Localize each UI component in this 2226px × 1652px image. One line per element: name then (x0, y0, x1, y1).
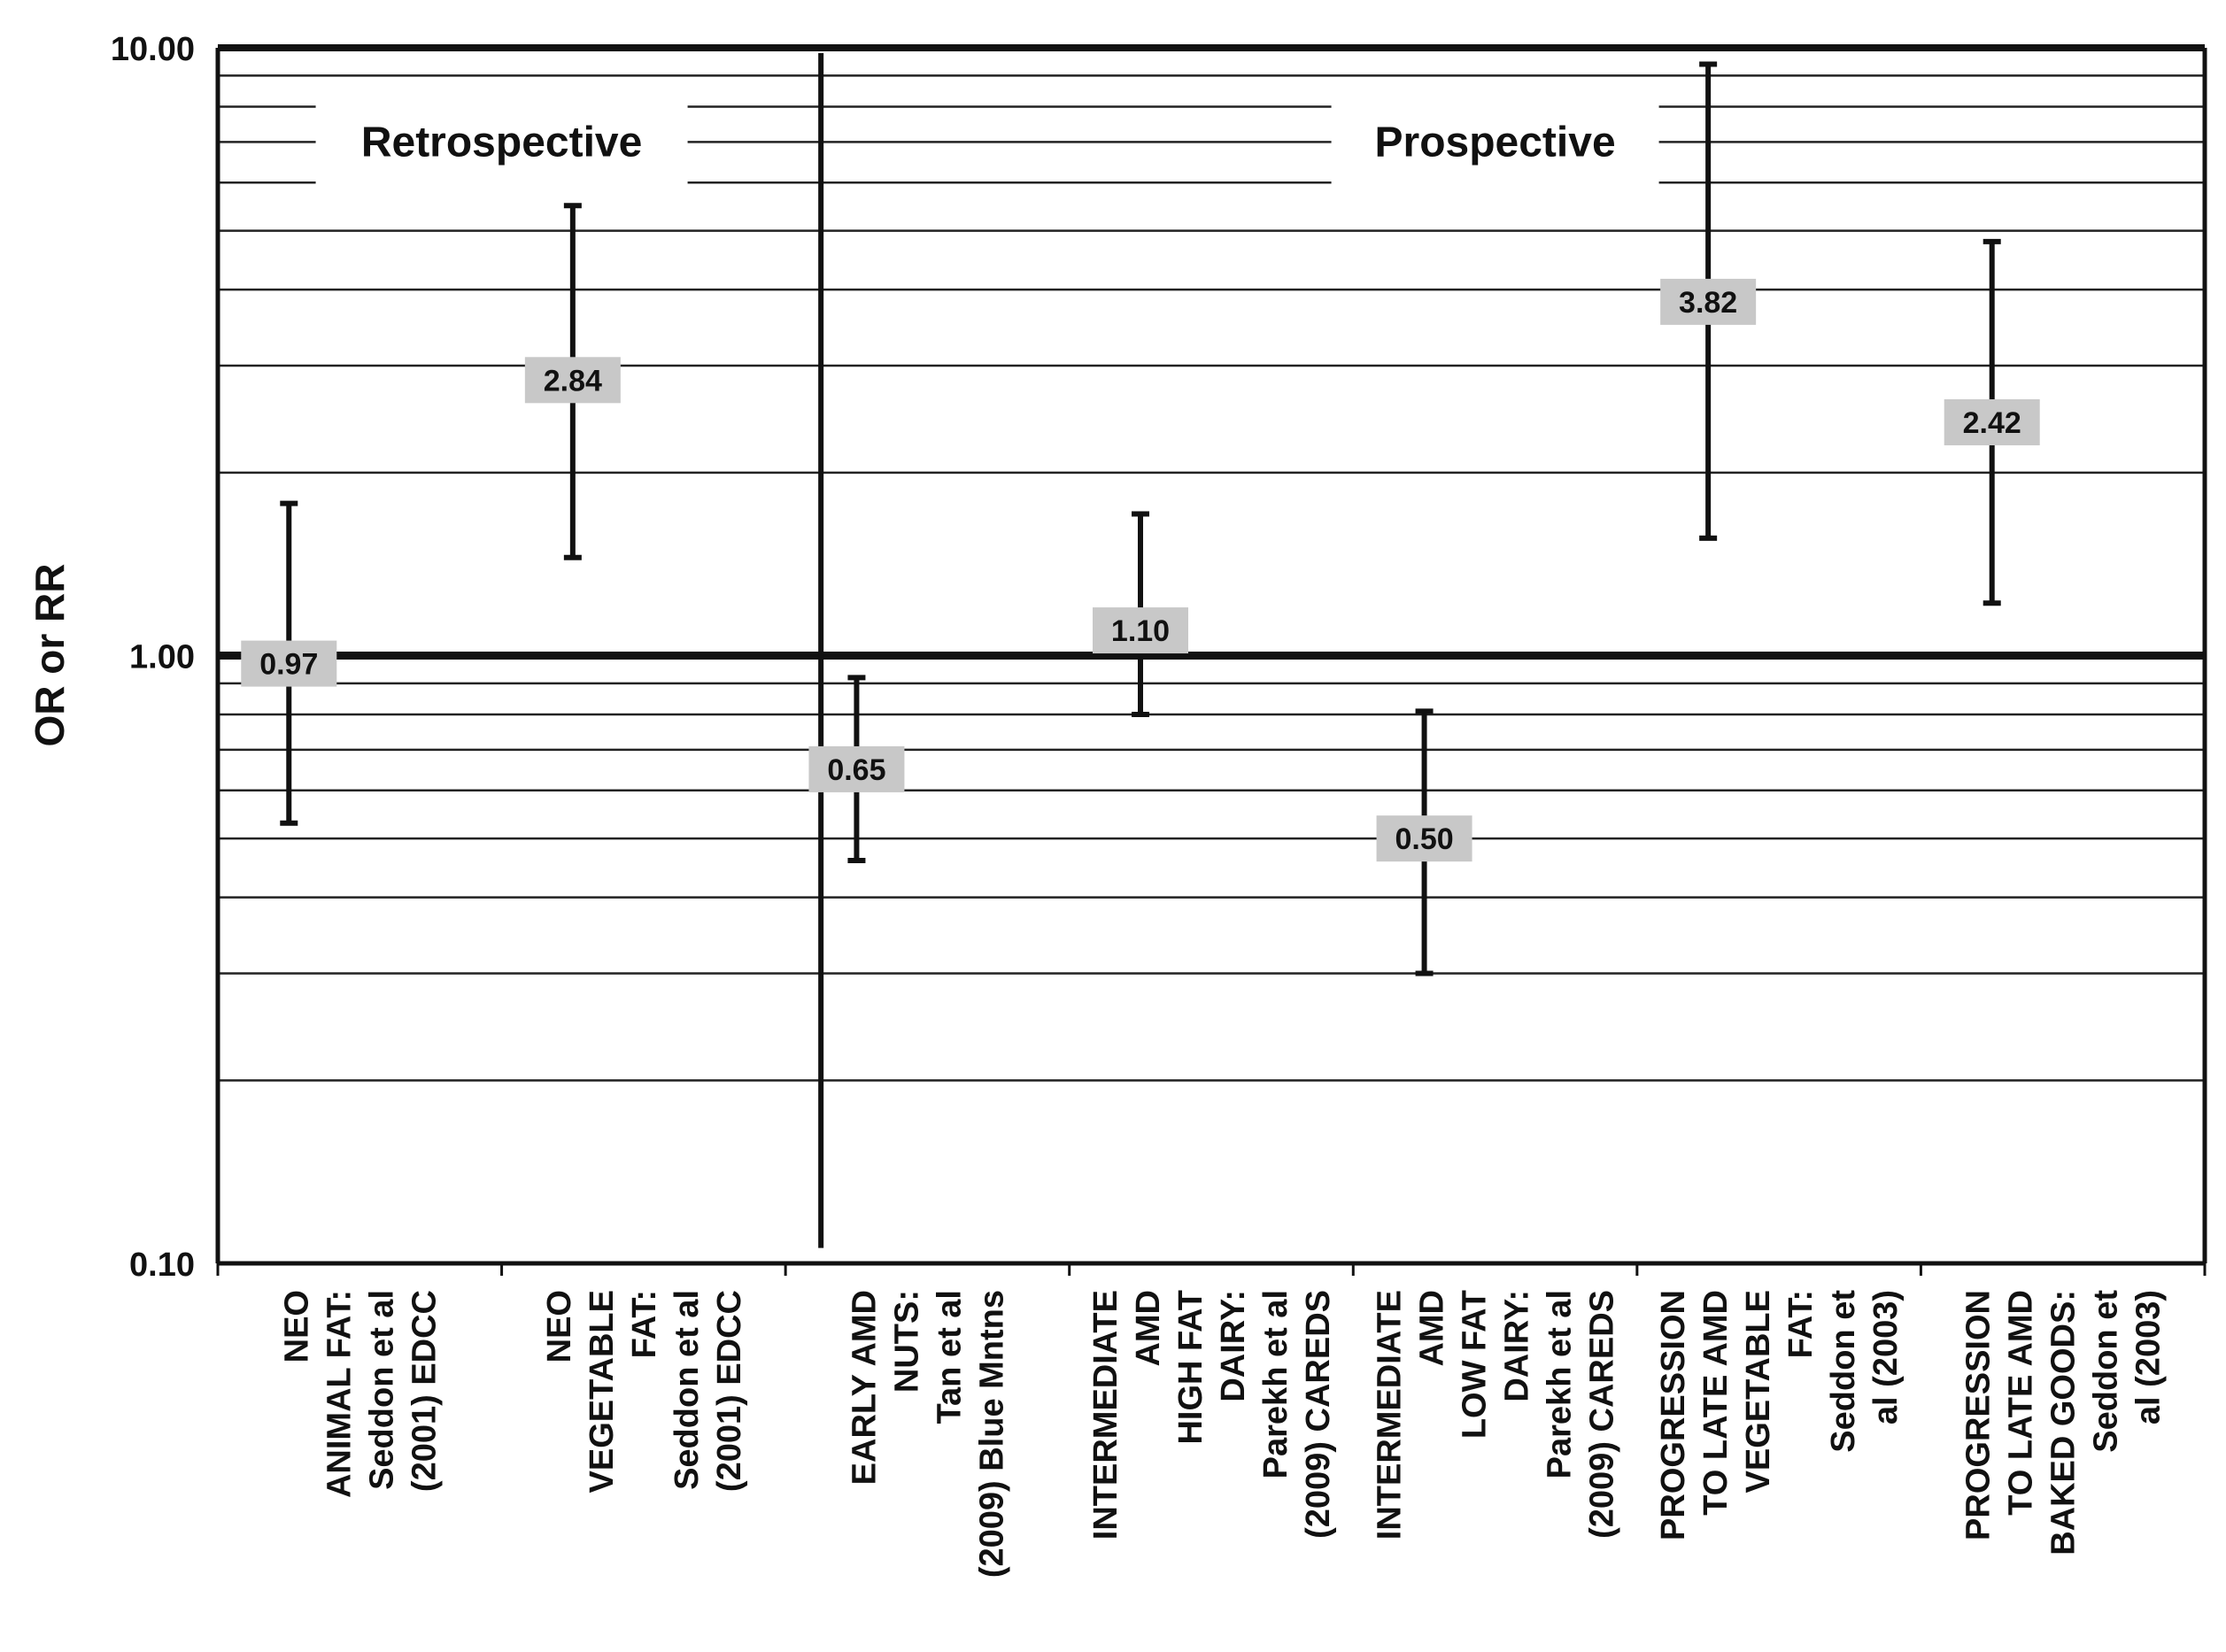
value-label-box (808, 745, 905, 792)
x-category-label-line: ANIMAL FAT: (321, 1290, 358, 1498)
x-category-label-line: INTERMEDIATE (1087, 1290, 1125, 1540)
y-tick-label: 1.00 (129, 639, 195, 676)
x-category-label-line: AMD (1130, 1290, 1167, 1367)
section-label-gap (315, 90, 688, 206)
x-category-label-line: VEGETABLE (1740, 1290, 1777, 1493)
value-label-box (241, 640, 337, 687)
value-label-box (1376, 815, 1472, 862)
x-category-label-line: NEO (278, 1290, 315, 1363)
x-category-label-line: Parekh et al (1542, 1290, 1579, 1478)
x-category-label-line: Seddon et (1825, 1290, 1862, 1453)
value-label: 2.42 (1963, 406, 2021, 440)
y-tick-label: 0.10 (129, 1247, 195, 1284)
x-category-label-line: TO LATE AMD (2003, 1290, 2040, 1516)
x-category-label-line: (2009) CAREDS (1584, 1290, 1621, 1539)
x-category-label: PROGRESSION TO LATE AMD VEGETABLE FAT: Seddo… (1655, 1290, 1905, 1540)
axes (215, 44, 2207, 1276)
x-category-label-line: AMD (1414, 1290, 1451, 1367)
y-axis-label: OR or RR (27, 564, 73, 747)
y-tick-label: 10.00 (111, 31, 195, 68)
x-category-label-line: al (2003) (1867, 1290, 1905, 1424)
value-label-box (1660, 278, 1757, 325)
x-category-label-line: EARLY AMD (846, 1290, 883, 1485)
x-category-label-line: FAT: (1782, 1290, 1820, 1358)
section-label-gap (1331, 90, 1659, 206)
x-category-label-line: Seddon et (2088, 1290, 2125, 1453)
x-category-label-line: VEGETABLE (584, 1290, 621, 1493)
x-category-label-line: NEO (541, 1290, 578, 1363)
x-category-label-line: (2009) CAREDS (1300, 1290, 1337, 1539)
x-category-label: INTERMEDIATE AMD LOW FAT DAIRY: Parekh et al… (1372, 1290, 1621, 1540)
x-category-label: NEO VEGETABLE FAT: Seddon et al (2001) EDCC (541, 1290, 748, 1493)
section-label-gaps (315, 90, 1659, 206)
x-category-label-line: PROGRESSION (1960, 1290, 1998, 1540)
value-label: 3.82 (1679, 286, 1737, 320)
x-category-label-line: INTERMEDIATE (1372, 1290, 1409, 1540)
x-category-label-line: HIGH FAT (1172, 1290, 1210, 1445)
x-category-label: PROGRESSION TO LATE AMD BAKED GOODS: Seddon… (1960, 1290, 2168, 1556)
x-category-label-line: Seddon et al (363, 1290, 400, 1490)
x-category-label-line: NUTS: (888, 1290, 925, 1393)
x-category-label: INTERMEDIATE AMD HIGH FAT DAIRY: Parekh et a… (1087, 1290, 1337, 1540)
value-label: 0.50 (1395, 822, 1453, 856)
gridlines (218, 74, 2205, 1082)
section-label-retrospective: Retrospective (361, 119, 642, 166)
value-label: 0.65 (827, 753, 885, 787)
value-label: 1.10 (1111, 614, 1170, 648)
x-category-label-line: DAIRY: (1215, 1290, 1252, 1402)
section-label-prospective: Prospective (1375, 119, 1616, 166)
y-tick-labels: 0.10 1.00 10.00 (111, 31, 195, 1284)
x-category-label: NEO ANIMAL FAT: Seddon et al (2001) EDCC (278, 1290, 443, 1498)
x-category-label-line: DAIRY: (1499, 1290, 1536, 1402)
value-label-box (524, 357, 621, 404)
x-category-label: EARLY AMD NUTS: Tan et al (2009) Blue Mntns (846, 1290, 1010, 1578)
x-category-label-line: (2001) EDCC (406, 1290, 443, 1492)
x-category-label-line: Tan et al (931, 1290, 968, 1424)
value-label: 2.84 (544, 364, 602, 398)
x-category-labels: NEO ANIMAL FAT: Seddon et al (2001) EDCC NEO… (278, 1290, 2167, 1579)
x-category-label-line: BAKED GOODS: (2045, 1290, 2083, 1556)
x-category-label-line: (2001) EDCC (711, 1290, 748, 1492)
value-label-box (1944, 399, 2040, 446)
error-bar-series: 0.97 2.84 0.65 1.10 0.50 3.82 2.42 (241, 61, 2040, 977)
x-category-label-line: al (2003) (2130, 1290, 2168, 1424)
x-category-label-line: TO LATE AMD (1697, 1290, 1735, 1516)
x-category-label-line: Seddon et al (669, 1290, 706, 1490)
x-category-label-line: (2009) Blue Mntns (973, 1290, 1010, 1578)
value-label-box (1093, 607, 1188, 654)
x-category-label-line: PROGRESSION (1655, 1290, 1692, 1540)
x-category-label-line: FAT: (626, 1290, 663, 1358)
x-category-label-line: Parekh et al (1257, 1290, 1295, 1478)
value-label: 0.97 (259, 648, 318, 682)
x-category-label-line: LOW FAT (1457, 1290, 1494, 1439)
